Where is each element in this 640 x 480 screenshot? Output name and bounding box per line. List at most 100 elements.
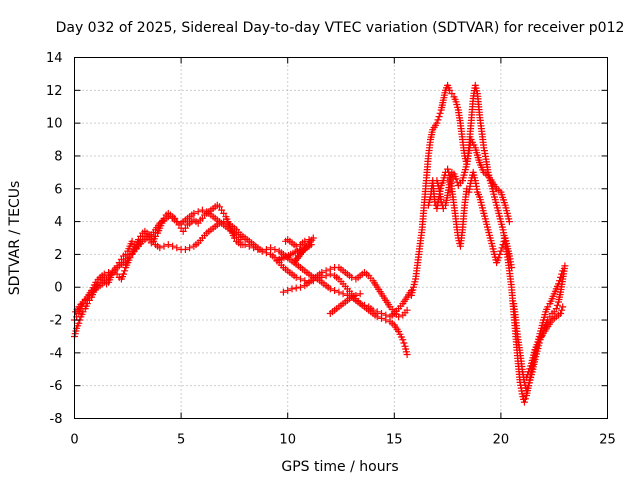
data-point [453, 178, 461, 186]
data-point [452, 175, 460, 183]
data-point [361, 301, 368, 309]
data-point [277, 254, 285, 262]
data-point [356, 290, 364, 298]
data-point [194, 208, 202, 216]
data-point [331, 287, 339, 294]
data-point [326, 265, 334, 273]
data-point [505, 218, 513, 226]
x-tick-label: 0 [70, 433, 78, 448]
data-point [181, 246, 189, 253]
data-point [292, 242, 300, 250]
y-tick-label: -6 [50, 379, 63, 394]
data-point [284, 287, 292, 294]
data-point [120, 270, 127, 278]
chart-title: Day 032 of 2025, Sidereal Day-to-day VTE… [56, 20, 625, 36]
data-point [288, 285, 296, 293]
x-axis-title: GPS time / hours [281, 459, 398, 475]
data-point [496, 250, 504, 258]
data-point [348, 293, 356, 301]
data-point [558, 306, 566, 314]
data-point [301, 237, 309, 245]
data-point [436, 109, 444, 117]
data-point [237, 236, 245, 244]
data-point [352, 291, 360, 299]
data-point [558, 270, 566, 278]
data-point [557, 273, 565, 281]
x-tick-label: 5 [177, 433, 185, 448]
data-point [369, 306, 377, 314]
data-point [297, 275, 304, 283]
data-point [348, 273, 356, 281]
data-point [499, 241, 507, 249]
y-tick-label: -8 [50, 412, 63, 427]
data-point [156, 244, 164, 252]
data-point [198, 206, 206, 214]
data-point [555, 280, 562, 288]
data-point [559, 303, 567, 311]
y-axis-title: SDTVAR / TECUs [7, 181, 23, 296]
y-tick-label: 12 [46, 84, 63, 99]
data-point [190, 209, 198, 217]
data-point [271, 246, 279, 253]
data-point [258, 247, 266, 255]
data-point [173, 244, 181, 252]
data-point [75, 319, 83, 327]
data-point [403, 351, 411, 358]
y-tick-label: 14 [46, 51, 63, 66]
data-point [262, 246, 270, 253]
data-point [186, 244, 194, 252]
plot-frame [74, 57, 608, 419]
data-point [339, 290, 347, 298]
data-point [552, 305, 560, 313]
data-point [173, 218, 181, 226]
data-point [297, 283, 304, 291]
data-point [373, 308, 381, 316]
data-point [556, 277, 563, 285]
data-point [164, 213, 172, 221]
y-tick-label: -2 [50, 314, 63, 329]
y-tick-label: 10 [46, 117, 63, 132]
data-point [378, 310, 385, 317]
data-point [508, 264, 516, 271]
y-tick-label: 0 [54, 281, 62, 296]
x-tick-label: 10 [279, 433, 296, 448]
data-point [434, 116, 442, 124]
x-tick-label: 15 [386, 433, 403, 448]
y-tick-label: 2 [54, 248, 62, 263]
x-tick-label: 20 [493, 433, 510, 448]
data-point [121, 267, 129, 275]
data-point [382, 311, 390, 319]
data-point [561, 262, 569, 270]
data-point [498, 244, 506, 252]
data-point [399, 336, 407, 344]
data-point [403, 306, 411, 314]
data-point [435, 113, 443, 121]
data-point [431, 198, 439, 206]
axis-ticks [74, 57, 608, 419]
data-point [400, 339, 408, 347]
data-point [292, 284, 300, 292]
data-point [395, 313, 403, 321]
x-tick-labels: 0 5 10 15 20 25 [70, 433, 615, 448]
data-point [292, 273, 300, 281]
y-tick-labels: -8 -6 -4 -2 0 2 4 6 8 10 12 14 [46, 51, 63, 427]
data-point [100, 270, 108, 278]
y-tick-label: 6 [54, 182, 62, 197]
data-point [164, 241, 172, 249]
data-point [553, 301, 561, 309]
data-point [433, 119, 441, 127]
data-point [495, 254, 503, 262]
data-point [267, 244, 275, 252]
data-points [71, 81, 569, 406]
data-point [437, 198, 445, 206]
y-tick-label: -4 [50, 346, 63, 361]
data-point [326, 285, 334, 293]
data-point [520, 398, 528, 406]
x-tick-label: 25 [599, 433, 616, 448]
data-point [279, 288, 287, 296]
y-tick-label: 4 [54, 215, 62, 230]
data-point [557, 310, 565, 317]
data-point [521, 395, 529, 403]
data-point [105, 269, 113, 276]
